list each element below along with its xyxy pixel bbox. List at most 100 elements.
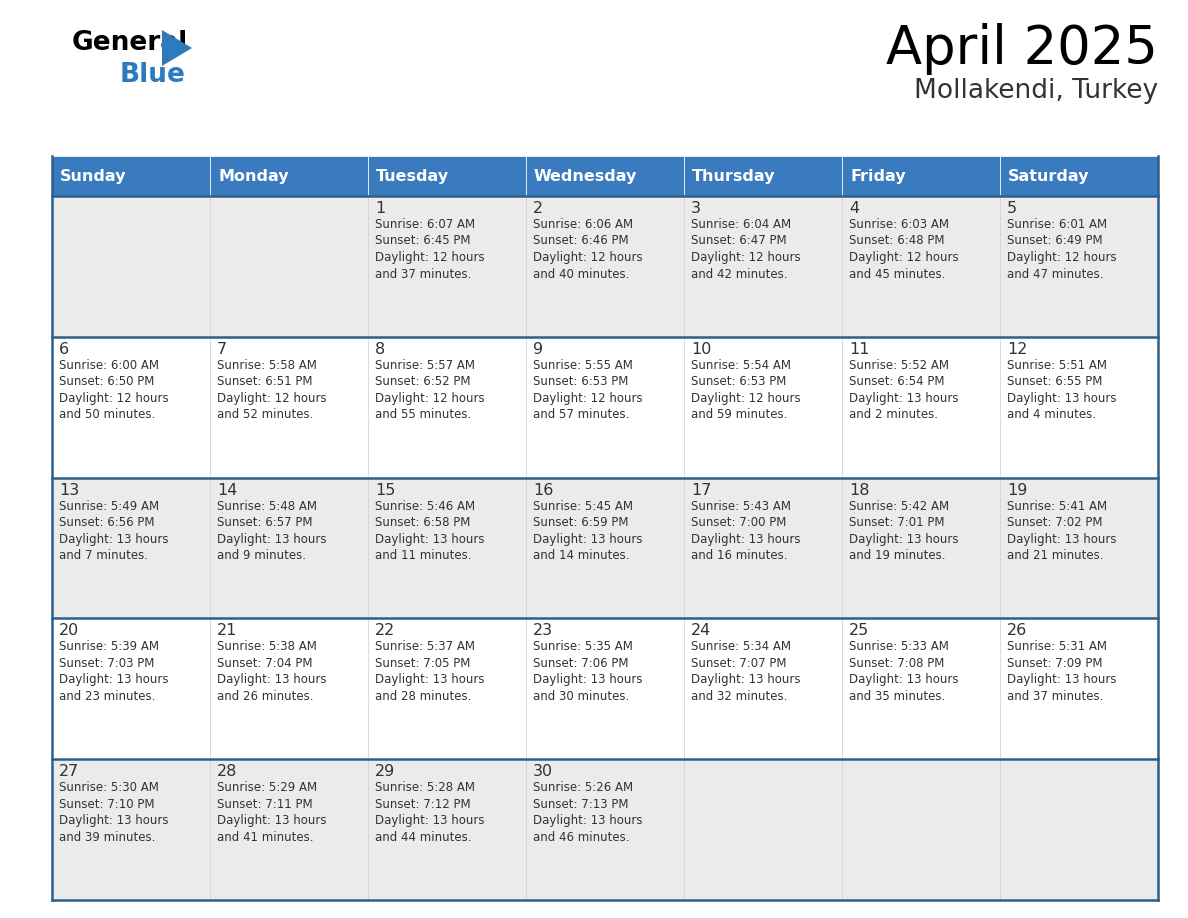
Bar — [52, 156, 210, 196]
Text: 19: 19 — [1007, 483, 1028, 498]
Bar — [210, 759, 368, 900]
Text: Sunrise: 5:39 AM
Sunset: 7:03 PM
Daylight: 13 hours
and 23 minutes.: Sunrise: 5:39 AM Sunset: 7:03 PM Dayligh… — [59, 641, 169, 703]
Text: Sunrise: 6:01 AM
Sunset: 6:49 PM
Daylight: 12 hours
and 47 minutes.: Sunrise: 6:01 AM Sunset: 6:49 PM Dayligh… — [1007, 218, 1117, 281]
Text: 25: 25 — [849, 623, 870, 638]
Bar — [842, 619, 1000, 759]
Text: Sunrise: 5:52 AM
Sunset: 6:54 PM
Daylight: 13 hours
and 2 minutes.: Sunrise: 5:52 AM Sunset: 6:54 PM Dayligh… — [849, 359, 959, 421]
Bar — [210, 619, 368, 759]
Bar — [842, 156, 1000, 196]
Bar — [1000, 477, 1158, 619]
Text: Friday: Friday — [849, 169, 905, 184]
Bar — [684, 196, 842, 337]
Text: Sunrise: 6:07 AM
Sunset: 6:45 PM
Daylight: 12 hours
and 37 minutes.: Sunrise: 6:07 AM Sunset: 6:45 PM Dayligh… — [375, 218, 485, 281]
Bar — [684, 759, 842, 900]
Text: 29: 29 — [375, 764, 396, 779]
Text: Sunrise: 6:03 AM
Sunset: 6:48 PM
Daylight: 12 hours
and 45 minutes.: Sunrise: 6:03 AM Sunset: 6:48 PM Dayligh… — [849, 218, 959, 281]
Text: Blue: Blue — [120, 62, 185, 88]
Text: Monday: Monday — [219, 169, 289, 184]
Text: 14: 14 — [217, 483, 238, 498]
Text: Sunrise: 5:41 AM
Sunset: 7:02 PM
Daylight: 13 hours
and 21 minutes.: Sunrise: 5:41 AM Sunset: 7:02 PM Dayligh… — [1007, 499, 1117, 562]
Text: Sunrise: 5:33 AM
Sunset: 7:08 PM
Daylight: 13 hours
and 35 minutes.: Sunrise: 5:33 AM Sunset: 7:08 PM Dayligh… — [849, 641, 959, 703]
Bar — [842, 759, 1000, 900]
Bar — [1000, 337, 1158, 477]
Bar — [526, 477, 684, 619]
Bar — [684, 156, 842, 196]
Bar — [52, 759, 210, 900]
Text: 23: 23 — [533, 623, 554, 638]
Text: 15: 15 — [375, 483, 396, 498]
Bar — [52, 619, 210, 759]
Bar — [526, 156, 684, 196]
Text: 4: 4 — [849, 201, 859, 216]
Text: 16: 16 — [533, 483, 554, 498]
Text: Sunrise: 5:49 AM
Sunset: 6:56 PM
Daylight: 13 hours
and 7 minutes.: Sunrise: 5:49 AM Sunset: 6:56 PM Dayligh… — [59, 499, 169, 562]
Text: 11: 11 — [849, 341, 870, 357]
Text: 12: 12 — [1007, 341, 1028, 357]
Text: Mollakendi, Turkey: Mollakendi, Turkey — [914, 78, 1158, 104]
Bar — [368, 337, 526, 477]
Text: Sunrise: 5:45 AM
Sunset: 6:59 PM
Daylight: 13 hours
and 14 minutes.: Sunrise: 5:45 AM Sunset: 6:59 PM Dayligh… — [533, 499, 643, 562]
Text: 18: 18 — [849, 483, 870, 498]
Text: 13: 13 — [59, 483, 80, 498]
Text: Wednesday: Wednesday — [533, 169, 638, 184]
Bar — [1000, 196, 1158, 337]
Text: Sunrise: 5:48 AM
Sunset: 6:57 PM
Daylight: 13 hours
and 9 minutes.: Sunrise: 5:48 AM Sunset: 6:57 PM Dayligh… — [217, 499, 327, 562]
Text: 30: 30 — [533, 764, 554, 779]
Text: Sunrise: 5:35 AM
Sunset: 7:06 PM
Daylight: 13 hours
and 30 minutes.: Sunrise: 5:35 AM Sunset: 7:06 PM Dayligh… — [533, 641, 643, 703]
Text: 10: 10 — [691, 341, 712, 357]
Text: 28: 28 — [217, 764, 238, 779]
Bar — [842, 477, 1000, 619]
Bar — [368, 759, 526, 900]
Text: Tuesday: Tuesday — [375, 169, 449, 184]
Text: 6: 6 — [59, 341, 69, 357]
Bar — [368, 477, 526, 619]
Bar — [52, 337, 210, 477]
Text: April 2025: April 2025 — [886, 23, 1158, 75]
Bar — [368, 196, 526, 337]
Bar — [684, 337, 842, 477]
Text: Sunrise: 6:06 AM
Sunset: 6:46 PM
Daylight: 12 hours
and 40 minutes.: Sunrise: 6:06 AM Sunset: 6:46 PM Dayligh… — [533, 218, 643, 281]
Bar — [526, 619, 684, 759]
Bar — [1000, 619, 1158, 759]
Text: Sunrise: 5:26 AM
Sunset: 7:13 PM
Daylight: 13 hours
and 46 minutes.: Sunrise: 5:26 AM Sunset: 7:13 PM Dayligh… — [533, 781, 643, 844]
Text: 27: 27 — [59, 764, 80, 779]
Text: 3: 3 — [691, 201, 701, 216]
Text: General: General — [72, 30, 188, 56]
Bar — [842, 337, 1000, 477]
Text: 1: 1 — [375, 201, 385, 216]
Bar — [52, 477, 210, 619]
Text: 8: 8 — [375, 341, 385, 357]
Bar — [526, 337, 684, 477]
Bar — [52, 196, 210, 337]
Text: Sunrise: 5:51 AM
Sunset: 6:55 PM
Daylight: 13 hours
and 4 minutes.: Sunrise: 5:51 AM Sunset: 6:55 PM Dayligh… — [1007, 359, 1117, 421]
Bar — [210, 477, 368, 619]
Text: Sunrise: 5:46 AM
Sunset: 6:58 PM
Daylight: 13 hours
and 11 minutes.: Sunrise: 5:46 AM Sunset: 6:58 PM Dayligh… — [375, 499, 485, 562]
Bar — [842, 196, 1000, 337]
Bar — [368, 156, 526, 196]
Text: 5: 5 — [1007, 201, 1017, 216]
Bar — [1000, 156, 1158, 196]
Text: Sunrise: 5:37 AM
Sunset: 7:05 PM
Daylight: 13 hours
and 28 minutes.: Sunrise: 5:37 AM Sunset: 7:05 PM Dayligh… — [375, 641, 485, 703]
Text: Sunrise: 6:00 AM
Sunset: 6:50 PM
Daylight: 12 hours
and 50 minutes.: Sunrise: 6:00 AM Sunset: 6:50 PM Dayligh… — [59, 359, 169, 421]
Text: 17: 17 — [691, 483, 712, 498]
Text: Thursday: Thursday — [691, 169, 776, 184]
Bar — [210, 196, 368, 337]
Text: 24: 24 — [691, 623, 712, 638]
Text: Sunrise: 5:28 AM
Sunset: 7:12 PM
Daylight: 13 hours
and 44 minutes.: Sunrise: 5:28 AM Sunset: 7:12 PM Dayligh… — [375, 781, 485, 844]
Text: 21: 21 — [217, 623, 238, 638]
Text: Sunrise: 5:29 AM
Sunset: 7:11 PM
Daylight: 13 hours
and 41 minutes.: Sunrise: 5:29 AM Sunset: 7:11 PM Dayligh… — [217, 781, 327, 844]
Text: 26: 26 — [1007, 623, 1028, 638]
Text: Sunrise: 5:57 AM
Sunset: 6:52 PM
Daylight: 12 hours
and 55 minutes.: Sunrise: 5:57 AM Sunset: 6:52 PM Dayligh… — [375, 359, 485, 421]
Bar — [526, 759, 684, 900]
Text: 9: 9 — [533, 341, 543, 357]
Text: Sunrise: 5:34 AM
Sunset: 7:07 PM
Daylight: 13 hours
and 32 minutes.: Sunrise: 5:34 AM Sunset: 7:07 PM Dayligh… — [691, 641, 801, 703]
Bar — [684, 619, 842, 759]
Bar — [684, 477, 842, 619]
Text: 7: 7 — [217, 341, 227, 357]
Text: Sunrise: 5:43 AM
Sunset: 7:00 PM
Daylight: 13 hours
and 16 minutes.: Sunrise: 5:43 AM Sunset: 7:00 PM Dayligh… — [691, 499, 801, 562]
Bar — [210, 337, 368, 477]
Bar — [526, 196, 684, 337]
Text: Sunrise: 5:38 AM
Sunset: 7:04 PM
Daylight: 13 hours
and 26 minutes.: Sunrise: 5:38 AM Sunset: 7:04 PM Dayligh… — [217, 641, 327, 703]
Bar — [1000, 759, 1158, 900]
Text: Sunrise: 6:04 AM
Sunset: 6:47 PM
Daylight: 12 hours
and 42 minutes.: Sunrise: 6:04 AM Sunset: 6:47 PM Dayligh… — [691, 218, 801, 281]
